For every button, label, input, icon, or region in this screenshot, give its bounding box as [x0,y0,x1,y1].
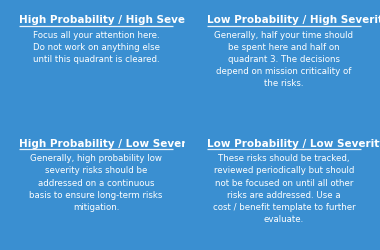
FancyBboxPatch shape [0,0,195,128]
Text: High Probability / High Severity: High Probability / High Severity [19,15,206,25]
FancyBboxPatch shape [185,0,380,128]
FancyBboxPatch shape [0,122,195,250]
Text: Generally, half your time should
be spent here and half on
quadrant 3. The decis: Generally, half your time should be spen… [214,31,353,88]
Text: Generally, high probability low
severity risks should be
addressed on a continuo: Generally, high probability low severity… [30,154,163,212]
Text: These risks should be tracked,
reviewed periodically but should
not be focused o: These risks should be tracked, reviewed … [212,154,355,224]
Text: Focus all your attention here.
Do not work on anything else
until this quadrant : Focus all your attention here. Do not wo… [33,31,160,64]
Text: Low Probability / Low Severity: Low Probability / Low Severity [207,138,380,148]
FancyBboxPatch shape [185,122,380,250]
Text: High Probability / Low Severity: High Probability / Low Severity [19,138,202,148]
Text: Low Probability / High Severity: Low Probability / High Severity [207,15,380,25]
